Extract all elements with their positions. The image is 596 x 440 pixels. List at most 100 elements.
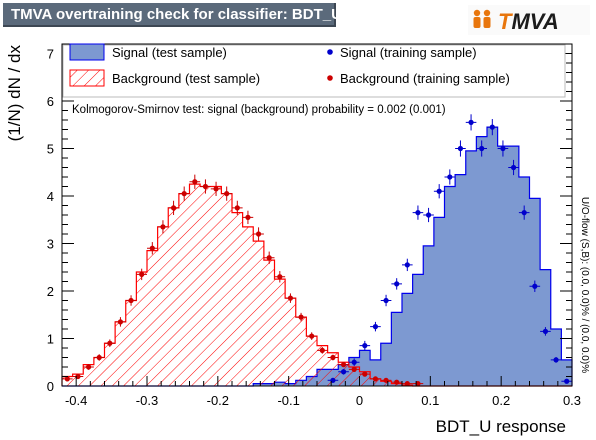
y-tick-label: 7: [47, 47, 54, 62]
background-training-points-point: [93, 354, 105, 361]
x-tick-label: 0.3: [563, 393, 581, 408]
marker: [128, 297, 134, 304]
marker: [404, 262, 410, 268]
signal-training-points-point: [338, 368, 349, 375]
marker: [510, 164, 517, 171]
legend-label: Signal (test sample): [112, 45, 227, 60]
marker: [202, 183, 209, 190]
y-tick-label: 4: [47, 189, 54, 204]
marker: [340, 362, 347, 368]
signal-training-points-point: [476, 140, 487, 157]
marker: [394, 281, 400, 287]
x-tick-label: 0.2: [492, 393, 510, 408]
marker: [192, 179, 198, 185]
marker: [521, 210, 527, 216]
legend-marker: [327, 75, 333, 81]
y-tick-label: 1: [47, 332, 54, 347]
signal-training-points-point: [455, 140, 466, 157]
chart-title: TMVA overtraining check for classifier: …: [3, 3, 342, 27]
background-training-points-point: [104, 339, 116, 348]
legend-label: Background (training sample): [340, 71, 510, 86]
background-training-points-point: [391, 379, 402, 385]
marker: [234, 205, 240, 211]
marker: [319, 347, 325, 353]
marker: [224, 191, 230, 197]
overflow-note: U/O-flow (S,B): (0.0, 0.0)% / (0.0, 0.0)…: [579, 197, 590, 373]
logo-text: TMVA: [498, 9, 559, 34]
background-training-points-point: [147, 242, 158, 255]
marker: [500, 145, 506, 152]
marker: [394, 379, 400, 385]
background-training-points-point: [253, 227, 264, 241]
background-training-points-point: [370, 376, 381, 382]
background-training-points-point: [348, 366, 360, 372]
y-axis-title: (1/N) dN / dx: [5, 45, 24, 142]
marker: [340, 369, 347, 375]
marker: [298, 314, 304, 320]
marker: [117, 319, 124, 325]
marker: [372, 376, 379, 382]
signal-training-points-point: [529, 280, 541, 292]
legend-marker: [327, 49, 333, 55]
y-tick-label: 5: [47, 142, 54, 157]
x-axis-title: BDT_U response: [436, 417, 566, 436]
signal-training-points-point: [348, 358, 360, 367]
signal-training-points-point: [359, 340, 371, 351]
marker: [277, 274, 283, 280]
background-training-points-point: [327, 354, 339, 361]
marker: [553, 357, 559, 363]
legend-box: [62, 44, 566, 98]
legend-label: Background (test sample): [112, 71, 260, 86]
background-training-points-point: [295, 312, 307, 322]
marker: [149, 245, 155, 251]
background-training-points-point: [317, 347, 328, 354]
ks-test-label: Kolmogorov-Smirnov test: signal (backgro…: [72, 104, 446, 116]
background-training-points: [62, 174, 424, 387]
signal-training-points-point: [487, 119, 498, 136]
marker: [351, 366, 357, 372]
marker: [425, 212, 432, 218]
marker: [564, 378, 570, 384]
tmva-logo: TMVA: [468, 5, 590, 35]
marker: [309, 333, 315, 339]
signal-training-points-point: [423, 207, 434, 223]
background-training-points-point: [242, 210, 254, 225]
marker: [181, 191, 187, 197]
background-training-points-point: [83, 364, 94, 370]
marker: [457, 145, 464, 152]
background-training-points-point: [359, 371, 371, 377]
background-training-points-point: [402, 381, 413, 387]
x-tick-label: -0.1: [277, 393, 299, 408]
marker: [404, 381, 410, 387]
background-training-points-point: [221, 186, 232, 201]
marker: [362, 371, 368, 377]
background-training-points-point: [125, 295, 137, 306]
marker: [415, 210, 421, 216]
marker: [447, 174, 453, 180]
marker: [287, 295, 294, 301]
legend-entry: Background (test sample): [69, 69, 260, 87]
marker: [532, 283, 538, 289]
marker: [489, 124, 495, 130]
x-tick-label: -0.3: [136, 393, 158, 408]
marker: [468, 119, 474, 125]
marker: [245, 214, 251, 220]
signal-training-points-point: [402, 258, 413, 272]
background-test-hatch: [62, 184, 572, 386]
background-training-points-point: [232, 200, 243, 215]
marker: [255, 231, 262, 237]
background-training-points-point: [285, 293, 296, 303]
background-training-points-point: [274, 271, 286, 283]
marker: [362, 343, 368, 349]
background-training-points-point: [338, 362, 349, 368]
legend-swatch: [69, 43, 105, 61]
signal-training-points-point: [412, 205, 424, 220]
background-training-points-point: [136, 268, 147, 281]
signal-training-points-point: [370, 321, 381, 332]
marker: [139, 271, 145, 277]
legend-entry: Signal (test sample): [69, 43, 227, 61]
marker: [85, 364, 92, 370]
marker: [266, 255, 272, 261]
marker: [383, 297, 389, 304]
legend-label: Signal (training sample): [340, 45, 477, 60]
